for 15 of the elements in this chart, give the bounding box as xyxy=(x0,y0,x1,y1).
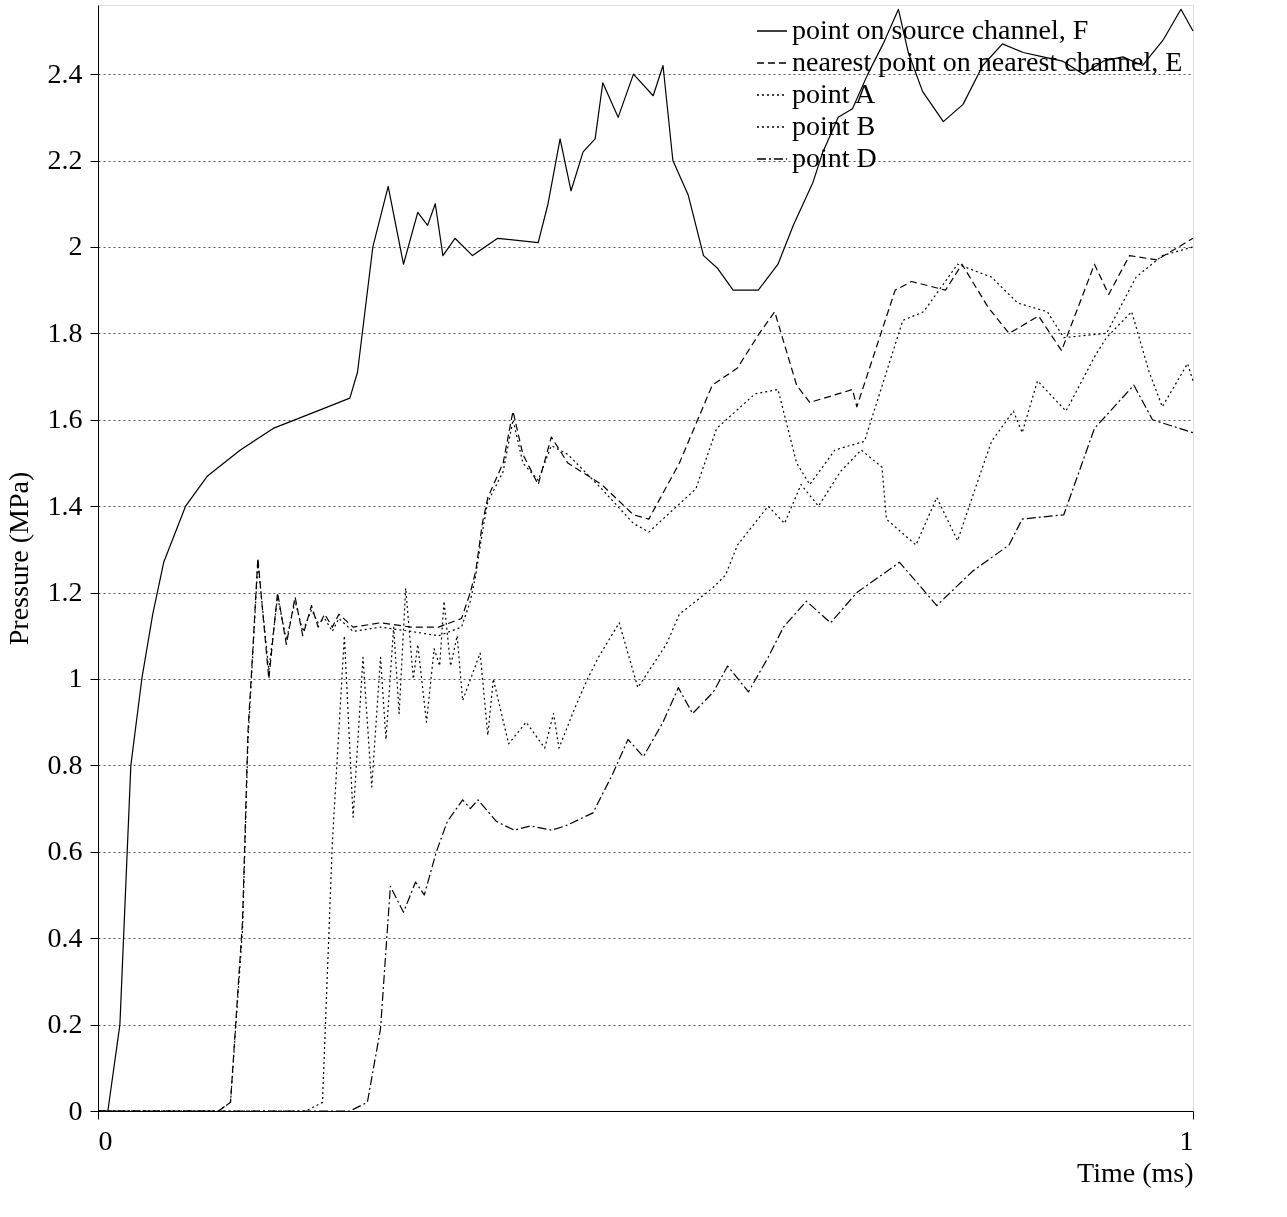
y-tick-label: 0.2 xyxy=(47,1008,83,1040)
y-tick-label: 0.4 xyxy=(47,921,83,953)
y-tick-label: 0.6 xyxy=(47,835,83,867)
y-tick-label: 1.2 xyxy=(47,576,83,608)
y-tick-label: 2.2 xyxy=(47,144,83,176)
y-tick-label: 0 xyxy=(68,1094,83,1126)
y-tick-label: 1.8 xyxy=(47,316,83,348)
y-tick-label: 0.8 xyxy=(47,748,83,780)
y-tick-label: 2.4 xyxy=(47,57,83,89)
y-tick-label: 1.4 xyxy=(47,489,83,521)
x-axis-title: Time (ms) xyxy=(1077,1156,1194,1188)
y-tick-label: 1 xyxy=(68,662,83,694)
y-tick-label: 2 xyxy=(68,230,83,262)
y-tick-label: 1.6 xyxy=(47,403,83,435)
y-axis-title: Pressure (MPa) xyxy=(2,471,34,646)
